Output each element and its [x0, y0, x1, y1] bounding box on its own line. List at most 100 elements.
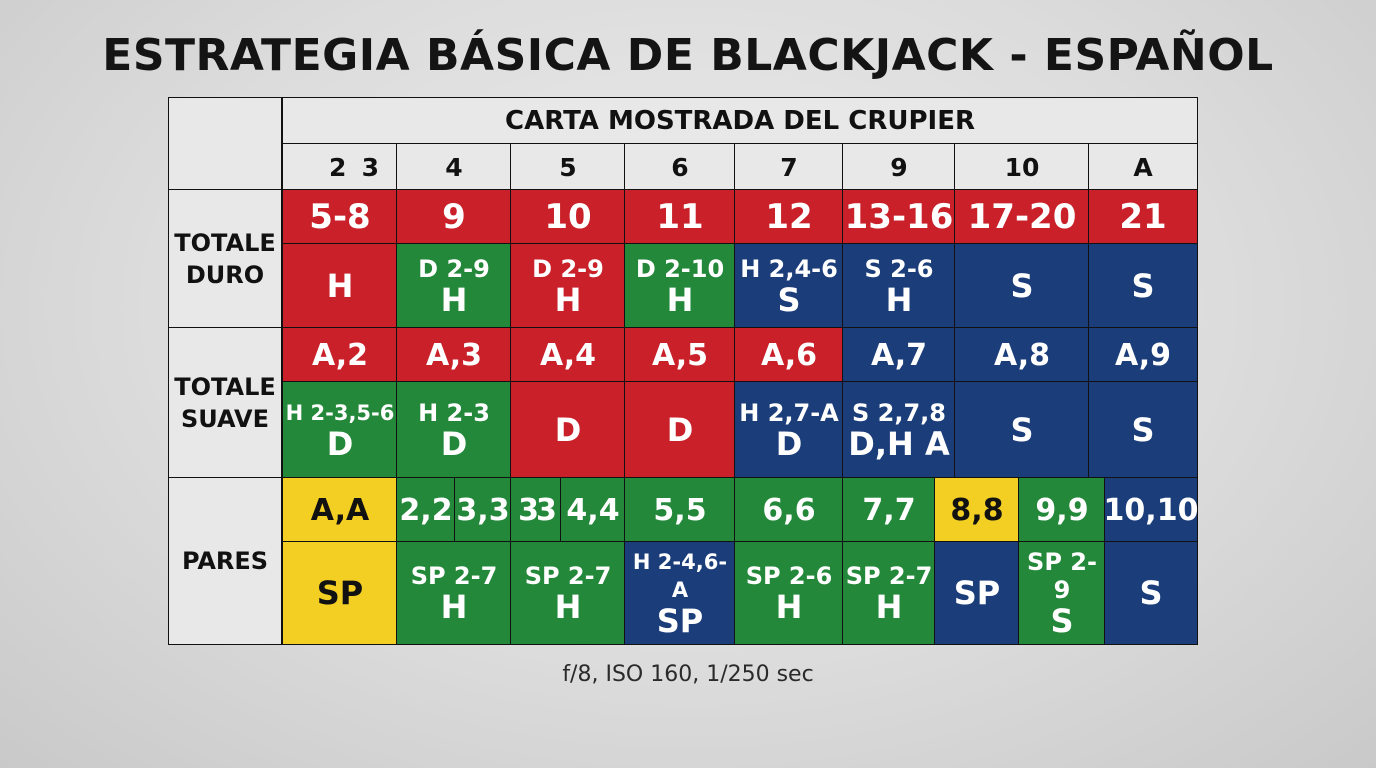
hand-label: A,A [310, 492, 370, 528]
dealer-card-label: 10 [1004, 152, 1040, 182]
action-main: D [666, 411, 694, 449]
hard-total-cell: 11 [624, 189, 736, 245]
action-sub: H 2-3 [418, 399, 490, 427]
dealer-card-label: 5 [559, 152, 577, 182]
soft-hand-cell: A,3 [396, 327, 512, 383]
soft-hand-cell: A,5 [624, 327, 736, 383]
dealer-card-label: 6 [671, 152, 689, 182]
hand-label: A,2 [311, 337, 369, 373]
action-sub: SP 2-9 [1027, 548, 1097, 604]
pair-action-cell: SP 2-7 H [842, 541, 936, 645]
soft-hand-cell: A,4 [510, 327, 626, 383]
hand-label: 9 [442, 197, 466, 237]
hard-total-cell: 10 [510, 189, 626, 245]
hand-label: 9,9 [1035, 492, 1089, 528]
dealer-card-6: 6 [624, 143, 736, 191]
pair-hand-cell: 5,5 [624, 477, 736, 543]
dealer-header-label: CARTA MOSTRADA DEL CRUPIER [505, 106, 975, 136]
corner-cell [168, 97, 282, 191]
dealer-card-5: 5 [510, 143, 626, 191]
hard-action-cell: H [282, 243, 398, 329]
hard-total-cell: 5-8 [282, 189, 398, 245]
action-main: S [1131, 267, 1155, 305]
action-sub: S 2-6 [864, 255, 934, 283]
pair-action-cell: SP [282, 541, 398, 645]
hand-label: 13-16 [844, 197, 954, 237]
pair-action-cell: SP 2-9 S [1018, 541, 1106, 645]
pair-action-cell: SP 2-7 H [510, 541, 626, 645]
dealer-card-label: 9 [890, 152, 908, 182]
hand-label: 2,2 [399, 492, 453, 528]
pair-hand-cell: 7,7 [842, 477, 936, 543]
row-label: TOTALE DURO [174, 229, 276, 289]
soft-hand-cell: A,9 [1088, 327, 1198, 383]
pair-hand-cell: A,A [282, 477, 398, 543]
hand-label: A,7 [870, 337, 928, 373]
hard-action-cell: D 2-9 H [510, 243, 626, 329]
action-sub: S 2,7,8 [852, 399, 946, 427]
action-main: D [554, 411, 582, 449]
pair-action-cell: SP 2-6 H [734, 541, 844, 645]
page-title: ESTRATEGIA BÁSICA DE BLACKJACK - ESPAÑOL [102, 30, 1274, 81]
action-main: SP [316, 574, 364, 612]
soft-hand-cell: A,7 [842, 327, 956, 383]
hand-label: 21 [1119, 197, 1167, 237]
hand-label: A,5 [651, 337, 709, 373]
action-main: H [666, 281, 694, 319]
hand-label: 5-8 [309, 197, 371, 237]
pair-hand-cell: 6,6 [734, 477, 844, 543]
hard-action-cell: S [1088, 243, 1198, 329]
soft-action-cell: S 2,7,8 D,H A [842, 381, 956, 479]
hand-label: A,4 [539, 337, 597, 373]
action-sub: SP 2-7 [524, 562, 612, 590]
hard-total-cell: 13-16 [842, 189, 956, 245]
hard-total-cell: 9 [396, 189, 512, 245]
soft-action-cell: H 2-3 D [396, 381, 512, 479]
pair-hand-cell: 3,3 [454, 477, 512, 543]
dealer-card-10: 10 [954, 143, 1090, 191]
hard-action-cell: S 2-6 H [842, 243, 956, 329]
hard-total-cell: 12 [734, 189, 844, 245]
pairs-label: PARES [168, 477, 282, 645]
soft-action-cell: S [1088, 381, 1198, 479]
action-sub: D 2-9 [532, 255, 604, 283]
dealer-card-label: 3 [361, 152, 379, 182]
soft-action-cell: H 2,7-A D [734, 381, 844, 479]
soft-totals-label: TOTALE SUAVE [168, 327, 282, 479]
dealer-header: CARTA MOSTRADA DEL CRUPIER [282, 97, 1198, 145]
action-main: H [775, 588, 803, 626]
hard-total-cell: 21 [1088, 189, 1198, 245]
dealer-card-label: 4 [445, 152, 463, 182]
hard-action-cell: D 2-10 H [624, 243, 736, 329]
action-main: D [440, 425, 468, 463]
strategy-chart: CARTA MOSTRADA DEL CRUPIER 2 3 4 5 6 7 9… [168, 97, 1198, 645]
action-main: S [1010, 267, 1034, 305]
hand-label: 5,5 [653, 492, 707, 528]
pair-action-cell: H 2-4,6-A SP [624, 541, 736, 645]
dealer-card-4: 4 [396, 143, 512, 191]
action-sub: SP 2-7 [845, 562, 933, 590]
pair-hand-cell: 2,2 [396, 477, 456, 543]
action-main: S [1139, 574, 1163, 612]
row-label: PARES [181, 547, 269, 575]
dealer-card-label: 7 [780, 152, 798, 182]
hand-label: A,3 [425, 337, 483, 373]
action-main: D,H A [848, 425, 950, 463]
hand-label: 8,8 [950, 492, 1004, 528]
hand-label: 33 [518, 492, 557, 528]
action-main: H [875, 588, 903, 626]
hand-label: A,9 [1114, 337, 1172, 373]
action-sub: H 2-4,6-A [632, 550, 728, 602]
hand-label: 12 [765, 197, 813, 237]
hand-label: 3,3 [456, 492, 510, 528]
action-main: H [885, 281, 913, 319]
hard-action-cell: D 2-9 H [396, 243, 512, 329]
action-main: D [775, 425, 803, 463]
action-main: H [440, 281, 468, 319]
hand-label: 11 [656, 197, 704, 237]
pair-action-cell: S [1104, 541, 1198, 645]
pair-hand-cell: 10,10 [1104, 477, 1198, 543]
hard-action-cell: H 2,4-6 S [734, 243, 844, 329]
pair-hand-cell: 8,8 [934, 477, 1020, 543]
action-main: S [1050, 602, 1074, 640]
